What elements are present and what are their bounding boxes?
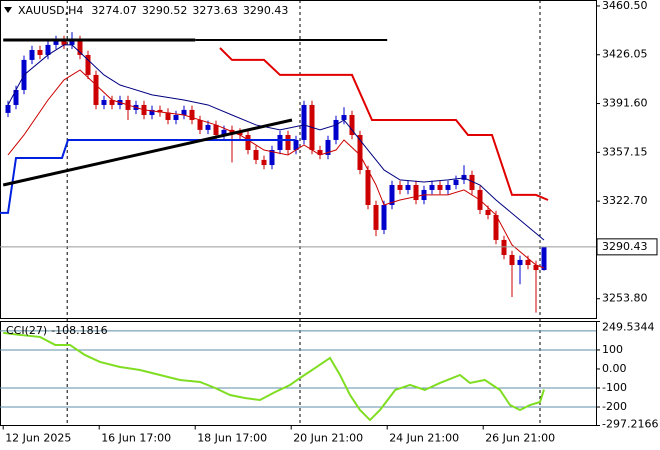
candle-body <box>357 134 363 170</box>
symbol-icon <box>4 7 12 13</box>
y-tick-label: 3391.60 <box>602 97 648 110</box>
candle-body <box>109 100 115 105</box>
header-low: 3273.63 <box>192 4 238 17</box>
candle-body <box>69 39 75 45</box>
y-tick-label: 249.5344 <box>602 321 655 334</box>
candle-body <box>261 159 267 166</box>
candle-body <box>149 109 155 116</box>
candle-body <box>221 129 227 135</box>
last-price-box <box>596 238 658 256</box>
header-close: 3290.43 <box>243 4 289 17</box>
candle-body <box>181 109 187 116</box>
y-tick-label: 3460.50 <box>602 0 648 12</box>
x-tick-label: 12 Jun 2025 <box>5 432 71 445</box>
candle-body <box>453 179 459 185</box>
indicator-line <box>7 69 545 269</box>
candle-body <box>469 174 475 190</box>
x-tick-label: 16 Jun 17:00 <box>101 432 171 445</box>
candle-body <box>341 115 347 120</box>
candle-body <box>93 74 99 105</box>
indicator-line <box>0 138 296 214</box>
cci-header: CCI(27) -108.1816 <box>6 324 108 337</box>
cci-last-value: -108.1816 <box>51 324 107 337</box>
candle-body <box>197 119 203 130</box>
header-high: 3290.52 <box>142 4 188 17</box>
candle-body <box>77 39 83 55</box>
x-tick-label: 20 Jun 21:00 <box>293 432 363 445</box>
candle-body <box>61 39 67 45</box>
price-header: XAUUSD,H4 3274.07 3290.52 3273.63 3290.43 <box>18 4 288 17</box>
candle-body <box>29 50 35 60</box>
candle-body <box>165 112 171 120</box>
x-tick-label: 18 Jun 17:00 <box>197 432 267 445</box>
candle-body <box>485 209 491 216</box>
candle-body <box>213 124 219 135</box>
candle-body <box>397 184 403 190</box>
candle-body <box>205 124 211 130</box>
y-tick-label: 3426.05 <box>602 48 648 61</box>
y-tick-label: 100 <box>602 343 623 356</box>
candle-body <box>501 239 507 255</box>
candle-body <box>373 204 379 230</box>
x-tick-label: 24 Jun 21:00 <box>389 432 459 445</box>
candle-body <box>277 134 283 151</box>
y-tick-label: -297.2166 <box>602 418 658 431</box>
last-price-label: 3290.43 <box>602 240 648 253</box>
candle-body <box>413 184 419 201</box>
candle-body <box>237 132 243 135</box>
y-tick-label: -200 <box>602 400 627 413</box>
symbol-title: XAUUSD,H4 <box>18 4 83 17</box>
candle-body <box>269 150 275 166</box>
candle-body <box>189 109 195 120</box>
indicator-line <box>3 331 545 422</box>
candle-body <box>293 139 299 151</box>
candle-body <box>389 184 395 205</box>
candle-body <box>517 259 523 266</box>
candle-body <box>53 39 59 45</box>
header-open: 3274.07 <box>91 4 137 17</box>
candle-body <box>101 100 107 105</box>
candle-body <box>333 119 339 140</box>
cci-panel-frame <box>0 321 597 426</box>
price-panel-frame <box>0 0 597 319</box>
candle-body <box>13 89 19 105</box>
cci-title: CCI(27) <box>6 324 47 337</box>
candle-body <box>317 150 323 155</box>
candle-body <box>85 54 91 75</box>
y-tick-label: 0.00 <box>602 362 627 375</box>
candle-body <box>429 184 435 190</box>
candle-body <box>253 150 259 160</box>
candle-body <box>5 104 11 113</box>
candle-body <box>157 109 163 113</box>
indicator-line <box>219 47 549 201</box>
candle-body <box>285 134 291 151</box>
y-tick-label: 3357.15 <box>602 145 648 158</box>
candle-body <box>245 134 251 151</box>
candle-body <box>301 104 307 140</box>
candle-body <box>533 265 539 271</box>
candle-body <box>349 115 355 135</box>
candle-body <box>541 246 547 271</box>
indicator-line <box>7 44 545 241</box>
candle-body <box>173 115 179 120</box>
candle-body <box>45 44 51 55</box>
candle-body <box>381 204 387 230</box>
candle-body <box>405 184 411 190</box>
y-tick-label: 3322.70 <box>602 194 648 207</box>
candle-body <box>325 139 331 155</box>
candle-body <box>493 215 499 240</box>
candle-body <box>445 184 451 190</box>
y-tick-label: -100 <box>602 381 627 394</box>
y-tick-label: 3253.80 <box>602 292 648 305</box>
candle-body <box>509 254 515 266</box>
candle-body <box>437 184 443 190</box>
candle-body <box>525 259 531 266</box>
candle-body <box>37 50 43 55</box>
candle-body <box>365 169 371 205</box>
indicator-line <box>2 118 293 187</box>
x-tick-label: 26 Jun 21:00 <box>485 432 555 445</box>
